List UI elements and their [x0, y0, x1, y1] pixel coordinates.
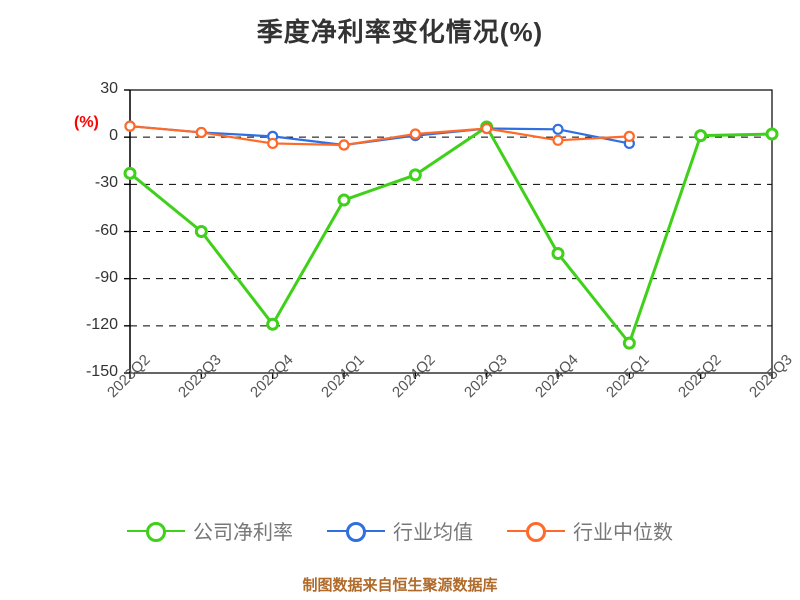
y-tick-label: 0 — [109, 127, 118, 145]
y-tick-label: -30 — [94, 174, 118, 192]
legend-label: 行业中位数 — [573, 522, 673, 544]
y-tick-label: -90 — [94, 268, 118, 286]
legend-item[interactable]: 行业中位数 — [507, 516, 673, 545]
y-tick-label: -60 — [94, 221, 118, 239]
legend-label: 行业均值 — [393, 522, 473, 544]
y-tick-label: -120 — [85, 315, 118, 333]
chart-title: 季度净利率变化情况(%) — [256, 17, 544, 47]
legend-marker-icon — [127, 521, 185, 542]
legend-marker-icon — [327, 521, 385, 542]
y-tick-label: -150 — [85, 363, 118, 380]
y-axis-label: (%) — [74, 114, 99, 131]
chart-footnote: 制图数据来自恒生聚源数据库 — [302, 577, 498, 594]
chart-legend: 公司净利率 行业均值 行业中位数 — [0, 516, 800, 545]
legend-marker-icon — [507, 521, 565, 542]
legend-item[interactable]: 行业均值 — [327, 516, 473, 545]
legend-item[interactable]: 公司净利率 — [127, 516, 293, 545]
legend-label: 公司净利率 — [193, 522, 293, 544]
y-tick-label: 30 — [100, 80, 118, 97]
